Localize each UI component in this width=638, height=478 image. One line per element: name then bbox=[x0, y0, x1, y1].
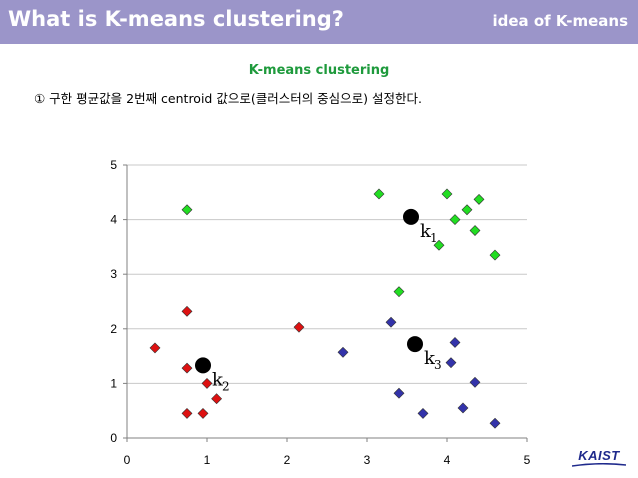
data-point bbox=[211, 393, 223, 405]
data-point bbox=[393, 387, 405, 399]
centroid-marker bbox=[407, 336, 423, 353]
data-point bbox=[181, 204, 193, 216]
y-tick-label: 1 bbox=[110, 376, 117, 390]
data-point bbox=[449, 214, 461, 226]
data-point bbox=[181, 362, 193, 374]
centroid-label-subscript: 1 bbox=[430, 231, 438, 245]
y-tick-label: 4 bbox=[110, 213, 117, 227]
slide-header: What is K-means clustering? idea of K-me… bbox=[0, 0, 638, 44]
centroid-label-subscript: 3 bbox=[434, 358, 442, 372]
slide-title: What is K-means clustering? bbox=[8, 7, 344, 31]
data-point bbox=[433, 239, 445, 251]
data-point bbox=[201, 377, 213, 389]
section-title: K-means clustering bbox=[248, 63, 390, 78]
x-tick-label: 4 bbox=[444, 453, 451, 467]
x-tick-label: 5 bbox=[524, 453, 531, 467]
x-tick-label: 0 bbox=[124, 453, 131, 467]
data-point bbox=[457, 402, 469, 414]
slide-subtitle: idea of K-means bbox=[492, 12, 628, 30]
data-point bbox=[393, 286, 405, 298]
data-point bbox=[181, 408, 193, 419]
kaist-logo-swoosh bbox=[572, 463, 626, 467]
centroid-label: k bbox=[420, 221, 432, 242]
centroid-label: k bbox=[212, 369, 224, 390]
data-point bbox=[469, 225, 481, 236]
data-point bbox=[489, 249, 501, 261]
centroid-label: k bbox=[424, 348, 436, 369]
data-point bbox=[469, 376, 481, 388]
step-description: ① 구한 평균값을 2번째 centroid 값으로(클러스터의 중심으로) 설… bbox=[34, 91, 423, 106]
y-tick-label: 0 bbox=[110, 431, 117, 445]
data-point bbox=[293, 321, 305, 333]
y-tick-label: 5 bbox=[110, 158, 117, 172]
kaist-logo-text: KAIST bbox=[578, 448, 620, 463]
data-point bbox=[461, 204, 473, 216]
data-point bbox=[489, 417, 501, 429]
data-point bbox=[337, 346, 349, 358]
y-tick-label: 3 bbox=[110, 267, 117, 281]
data-point bbox=[445, 357, 457, 369]
data-point bbox=[385, 316, 397, 328]
y-tick-label: 2 bbox=[110, 322, 117, 336]
data-point bbox=[449, 337, 461, 348]
x-tick-label: 2 bbox=[284, 453, 291, 467]
centroid-marker bbox=[403, 208, 419, 225]
centroid-marker bbox=[195, 357, 211, 374]
data-point bbox=[473, 193, 485, 205]
data-point bbox=[149, 342, 161, 354]
x-tick-label: 3 bbox=[364, 453, 371, 467]
data-point bbox=[441, 188, 453, 200]
centroid-label-subscript: 2 bbox=[222, 379, 230, 393]
data-point bbox=[197, 408, 209, 419]
kaist-logo: KAIST bbox=[570, 448, 628, 468]
data-point bbox=[373, 188, 385, 200]
x-tick-label: 1 bbox=[204, 453, 211, 467]
data-point bbox=[417, 408, 429, 419]
data-point bbox=[181, 305, 193, 317]
